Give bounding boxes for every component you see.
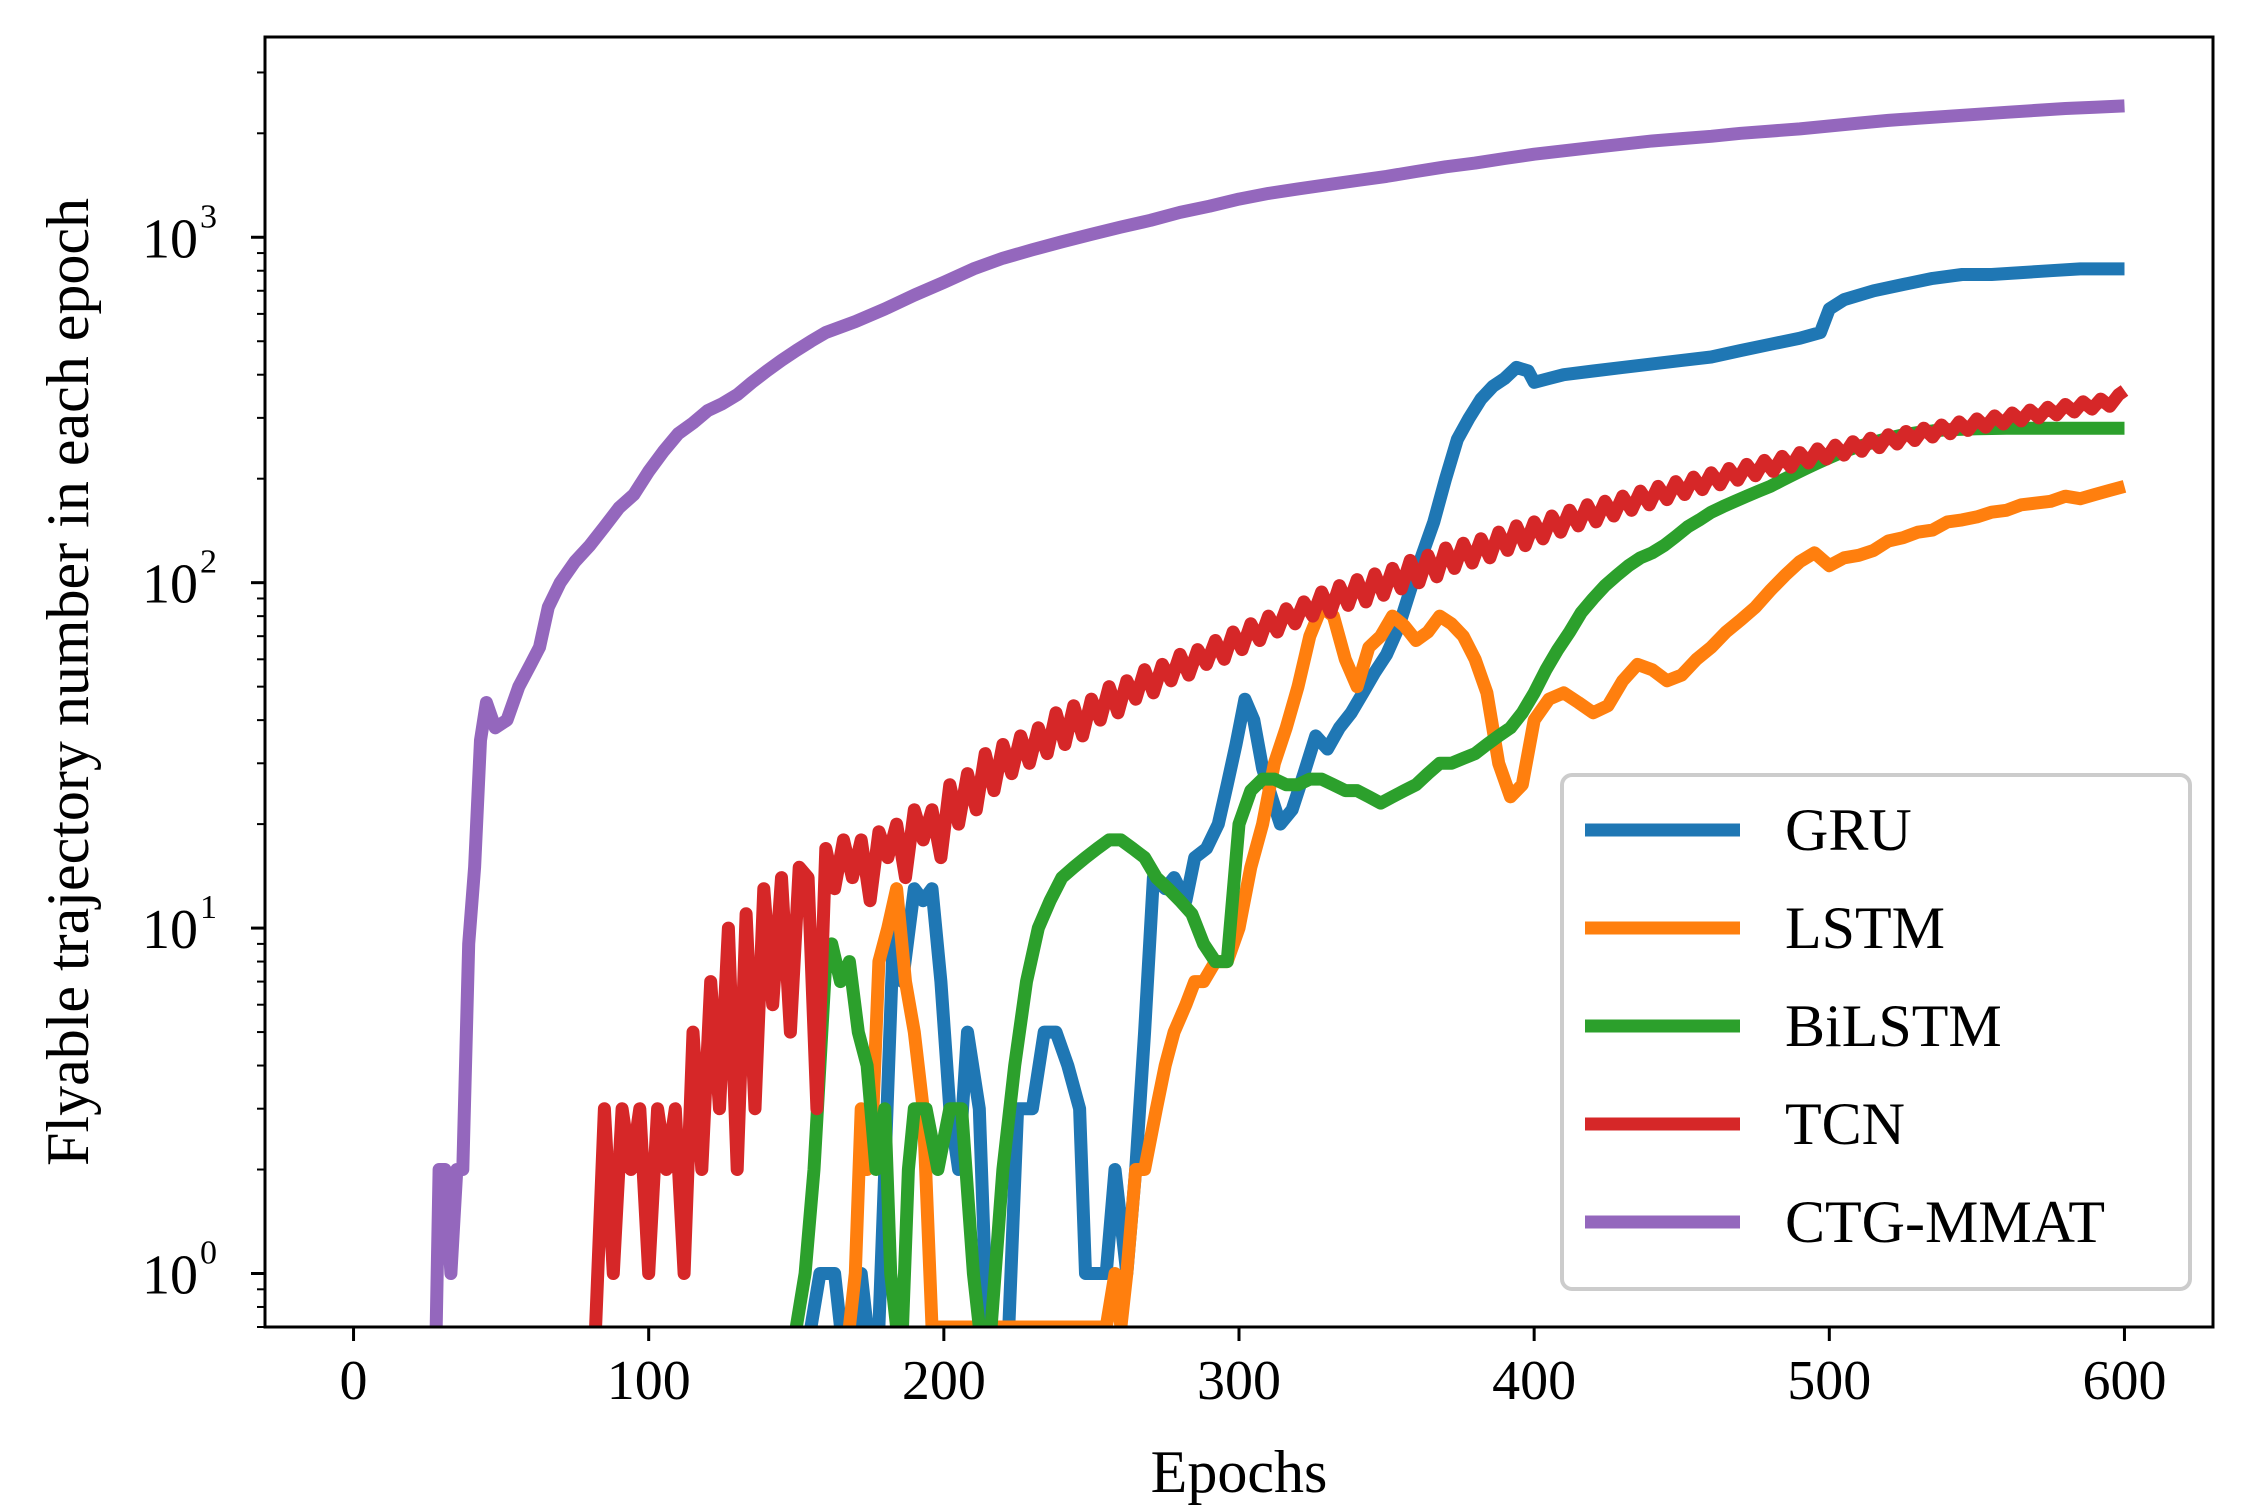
- series-line-tcn: [589, 385, 2129, 1327]
- y-tick-label: 10: [142, 899, 198, 961]
- x-tick-label: 600: [2082, 1350, 2166, 1412]
- x-tick-label: 0: [340, 1350, 368, 1412]
- legend-label-gru: GRU: [1785, 797, 1912, 863]
- legend: GRU LSTM BiLSTM TCN CTG-MMAT: [1560, 773, 2192, 1291]
- y-axis-label: Flyable trajectory number in each epoch: [35, 198, 101, 1166]
- legend-label-ctg-mmat: CTG-MMAT: [1785, 1189, 2105, 1255]
- y-tick-label: 10: [142, 208, 198, 270]
- x-tick-label: 100: [607, 1350, 691, 1412]
- y-tick-exponent: 1: [200, 889, 217, 926]
- legend-label-bilstm: BiLSTM: [1785, 993, 2002, 1059]
- axes-frame: [263, 35, 2215, 1329]
- y-tick-exponent: 2: [200, 544, 217, 581]
- legend-label-tcn: TCN: [1785, 1091, 1905, 1157]
- y-tick-label: 10: [142, 1244, 198, 1306]
- x-tick-label: 500: [1787, 1350, 1871, 1412]
- y-tick-label: 10: [142, 554, 198, 616]
- y-tick-exponent: 3: [200, 198, 217, 235]
- plot-area: [429, 99, 2129, 1327]
- series-line-ctg-mmat: [429, 99, 2125, 1327]
- series-line-lstm: [842, 480, 2127, 1327]
- series-line-bilstm: [789, 421, 2125, 1327]
- y-tick-exponent: 0: [200, 1234, 217, 1271]
- x-tick-label: 400: [1492, 1350, 1576, 1412]
- x-axis-label: Epochs: [1151, 1439, 1328, 1505]
- x-tick-label: 200: [902, 1350, 986, 1412]
- legend-frame: [1560, 773, 2192, 1291]
- x-tick-label: 300: [1197, 1350, 1281, 1412]
- legend-label-lstm: LSTM: [1785, 895, 1945, 961]
